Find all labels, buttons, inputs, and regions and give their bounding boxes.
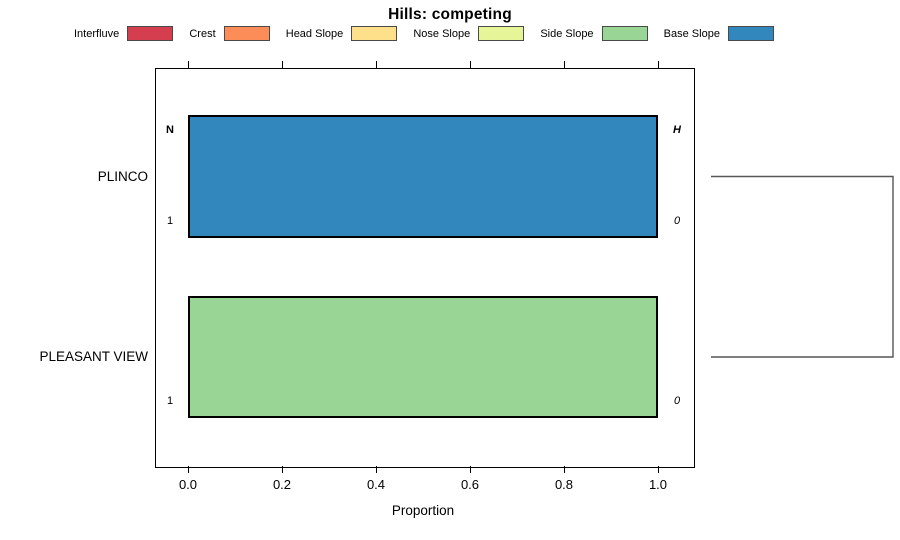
x-axis-label: Proportion (391, 503, 455, 518)
legend-swatch-interfluve (127, 26, 174, 41)
legend-swatch-head-slope (351, 26, 398, 41)
x-tick-label: 0.0 (178, 477, 198, 492)
legend-item-side-slope: Side Slope (540, 26, 648, 41)
x-tick-label: 0.2 (272, 477, 292, 492)
bar-annotation-plinco-top-left: N (166, 124, 174, 136)
legend-item-head-slope: Head Slope (286, 26, 398, 41)
legend-item-base-slope: Base Slope (664, 26, 774, 41)
legend-label: Side Slope (540, 27, 594, 40)
x-tick-top (375, 61, 377, 68)
bar-annotation-plinco-top-right: H (673, 124, 681, 136)
legend-label: Head Slope (285, 27, 344, 40)
bar-plinco (188, 115, 658, 238)
bar-annotation-pleasant-view-bottom-left: 1 (166, 395, 174, 407)
x-tick-bottom (469, 466, 471, 473)
x-tick-label: 0.8 (554, 477, 574, 492)
x-tick-top (187, 61, 189, 68)
x-tick-bottom (375, 466, 377, 473)
x-tick-label: 0.4 (366, 477, 386, 492)
x-tick-bottom (281, 466, 283, 473)
legend-swatch-nose-slope (478, 26, 525, 41)
x-tick-bottom (563, 466, 565, 473)
chart-title: Hills: competing (388, 6, 512, 23)
category-label-pleasant-view: PLEASANT VIEW (39, 349, 148, 364)
x-tick-top (657, 61, 659, 68)
dendrogram-path (711, 175, 894, 358)
legend: Interfluve Crest Head Slope Nose Slope Side … (74, 25, 774, 42)
x-tick-bottom (187, 466, 189, 473)
legend-item-nose-slope: Nose Slope (413, 26, 525, 41)
legend-swatch-side-slope (601, 26, 648, 41)
legend-swatch-crest (223, 26, 270, 41)
legend-swatch-base-slope (727, 26, 774, 41)
bar-pleasant-view (188, 296, 658, 418)
category-label-plinco: PLINCO (97, 168, 148, 184)
x-tick-bottom (657, 466, 659, 473)
bar-annotation-plinco-bottom-left: 1 (166, 215, 174, 227)
legend-label: Crest (189, 27, 216, 40)
x-tick-top (563, 61, 565, 68)
legend-label: Interfluve (74, 27, 120, 40)
bar-annotation-pleasant-view-bottom-right: 0 (673, 395, 681, 407)
x-tick-label: 0.6 (460, 477, 480, 492)
bar-annotation-plinco-bottom-right: 0 (673, 215, 681, 227)
x-tick-label: 1.0 (648, 477, 668, 492)
legend-label: Base Slope (663, 27, 720, 40)
legend-item-crest: Crest (189, 26, 270, 41)
x-tick-top (281, 61, 283, 68)
legend-item-interfluve: Interfluve (74, 26, 174, 41)
legend-label: Nose Slope (413, 27, 471, 40)
x-tick-top (469, 61, 471, 68)
